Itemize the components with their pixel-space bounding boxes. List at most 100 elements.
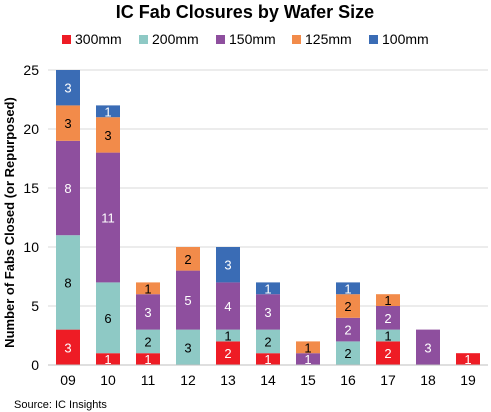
x-tick-label: 11 xyxy=(141,372,156,388)
bar-stack-11: 1 2 3 1 xyxy=(136,281,160,367)
bar-segment-200mm xyxy=(376,329,400,342)
data-label: 4 xyxy=(224,299,231,314)
legend-label: 100mm xyxy=(382,31,429,47)
data-label: 1 xyxy=(384,329,391,344)
x-tick-label: 13 xyxy=(220,372,236,388)
bar-segment-150mm xyxy=(136,294,160,330)
data-label: 3 xyxy=(144,305,151,320)
legend-item-100mm: 100mm xyxy=(369,31,429,47)
y-tick-label: 20 xyxy=(23,121,39,137)
bar-segment-200mm xyxy=(136,329,160,354)
legend-item-200mm: 200mm xyxy=(139,31,199,47)
bar-segment-200mm xyxy=(96,282,120,354)
data-label: 2 xyxy=(184,252,191,267)
bar-segment-150mm xyxy=(296,353,320,365)
data-label: 1 xyxy=(304,340,311,355)
data-label: 1 xyxy=(104,104,111,119)
bar-stack-19: 1 xyxy=(456,352,480,367)
x-tick-label: 14 xyxy=(260,372,276,388)
data-label: 1 xyxy=(104,352,111,367)
x-tick-label: 17 xyxy=(380,372,396,388)
y-tick-label: 0 xyxy=(31,357,39,373)
bar-segment-100mm xyxy=(216,247,240,283)
y-tick-label: 10 xyxy=(23,239,39,255)
bar-segment-125mm xyxy=(136,282,160,295)
data-label: 3 xyxy=(184,340,191,355)
legend-swatch xyxy=(292,35,301,44)
bar-stack-13: 2 1 4 3 xyxy=(216,247,240,365)
bar-stack-17: 2 1 2 1 xyxy=(376,293,400,365)
y-tick-label: 5 xyxy=(31,298,39,314)
data-label: 3 xyxy=(224,258,231,273)
data-label: 5 xyxy=(184,293,191,308)
data-label: 3 xyxy=(104,128,111,143)
y-tick-label: 15 xyxy=(23,180,39,196)
data-label: 3 xyxy=(64,116,71,131)
bar-segment-300mm xyxy=(456,353,480,365)
bar-segment-300mm xyxy=(56,329,80,365)
bar-segment-150mm xyxy=(176,270,200,330)
bar-segment-150mm xyxy=(416,329,440,365)
bar-segment-200mm xyxy=(216,329,240,342)
data-label: 2 xyxy=(384,346,391,361)
data-label: 1 xyxy=(264,352,271,367)
bar-segment-100mm xyxy=(56,70,80,106)
data-label: 1 xyxy=(464,352,471,367)
bar-segment-100mm xyxy=(336,282,360,295)
data-label: 2 xyxy=(384,311,391,326)
bar-stack-16: 2 2 2 1 xyxy=(336,281,360,365)
bar-segment-150mm xyxy=(256,294,280,330)
legend-swatch xyxy=(62,35,71,44)
bar-stack-14: 1 2 3 1 xyxy=(256,281,280,367)
data-label: 3 xyxy=(64,81,71,96)
bar-segment-150mm xyxy=(56,140,80,236)
x-tick-label: 10 xyxy=(100,372,116,388)
data-label: 1 xyxy=(144,281,151,296)
data-label: 1 xyxy=(384,293,391,308)
data-label: 8 xyxy=(64,181,71,196)
data-label: 1 xyxy=(344,281,351,296)
x-axis-ticks: 09 10 11 12 13 14 15 16 17 18 19 xyxy=(60,372,476,388)
bar-segment-125mm xyxy=(336,294,360,318)
legend-swatch xyxy=(369,35,378,44)
bar-segment-100mm xyxy=(96,105,120,118)
y-tick-label: 25 xyxy=(23,62,39,78)
x-tick-label: 12 xyxy=(180,372,196,388)
bar-segment-300mm xyxy=(96,353,120,365)
bar-segment-125mm xyxy=(56,105,80,141)
source-note: Source: IC Insights xyxy=(14,399,107,411)
gridlines xyxy=(48,69,488,307)
bar-segment-200mm xyxy=(176,329,200,365)
legend-swatch xyxy=(216,35,225,44)
y-axis-ticks: 0 5 10 15 20 25 xyxy=(23,62,39,373)
data-label: 2 xyxy=(264,334,271,349)
data-label: 1 xyxy=(264,281,271,296)
data-label: 1 xyxy=(224,329,231,344)
bar-segment-300mm xyxy=(376,341,400,365)
bar-segment-100mm xyxy=(256,282,280,295)
data-label: 2 xyxy=(144,334,151,349)
bar-segment-300mm xyxy=(136,353,160,365)
legend-item-150mm: 150mm xyxy=(216,31,276,47)
legend-label: 125mm xyxy=(305,31,352,47)
bar-segment-125mm xyxy=(376,294,400,306)
data-label: 2 xyxy=(344,323,351,338)
x-tick-label: 09 xyxy=(60,372,76,388)
data-label: 2 xyxy=(344,299,351,314)
bar-segment-150mm xyxy=(376,306,400,330)
bar-segment-125mm xyxy=(96,117,120,153)
bar-segment-300mm xyxy=(256,353,280,365)
data-label: 11 xyxy=(101,211,115,226)
legend-label: 200mm xyxy=(152,31,199,47)
bar-segment-150mm xyxy=(216,282,240,330)
legend-label: 150mm xyxy=(229,31,276,47)
data-label: 2 xyxy=(344,346,351,361)
bar-segment-200mm xyxy=(336,341,360,365)
x-tick-label: 19 xyxy=(460,372,476,388)
data-label: 1 xyxy=(304,352,311,367)
legend: 300mm 200mm 150mm 125mm 100mm xyxy=(62,31,429,47)
bar-segment-125mm xyxy=(296,341,320,354)
bar-stack-18: 3 xyxy=(416,329,440,365)
bar-stack-09: 3 8 8 3 3 xyxy=(56,70,80,365)
data-label: 1 xyxy=(144,352,151,367)
